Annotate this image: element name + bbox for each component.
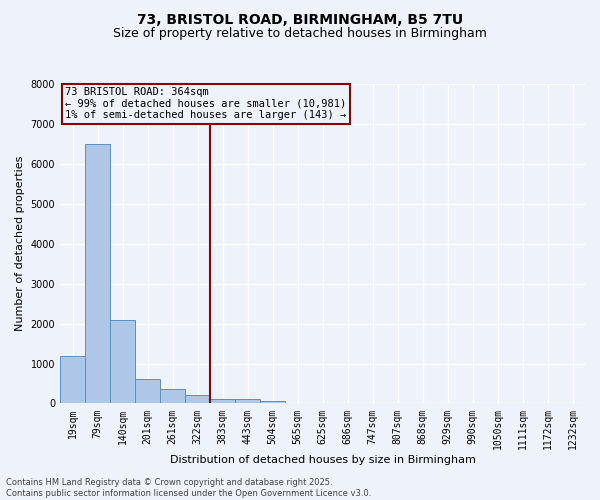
Y-axis label: Number of detached properties: Number of detached properties [15,156,25,332]
Bar [260,401,285,404]
Text: Contains HM Land Registry data © Crown copyright and database right 2025.
Contai: Contains HM Land Registry data © Crown c… [6,478,371,498]
Bar [185,396,210,404]
Bar [110,320,135,404]
Text: 73 BRISTOL ROAD: 364sqm
← 99% of detached houses are smaller (10,981)
1% of semi: 73 BRISTOL ROAD: 364sqm ← 99% of detache… [65,87,347,120]
Bar [160,390,185,404]
Bar [235,400,260,404]
Text: 73, BRISTOL ROAD, BIRMINGHAM, B5 7TU: 73, BRISTOL ROAD, BIRMINGHAM, B5 7TU [137,12,463,26]
X-axis label: Distribution of detached houses by size in Birmingham: Distribution of detached houses by size … [170,455,475,465]
Bar [210,400,235,404]
Bar [60,356,85,404]
Bar [135,380,160,404]
Text: Size of property relative to detached houses in Birmingham: Size of property relative to detached ho… [113,28,487,40]
Bar [85,144,110,404]
